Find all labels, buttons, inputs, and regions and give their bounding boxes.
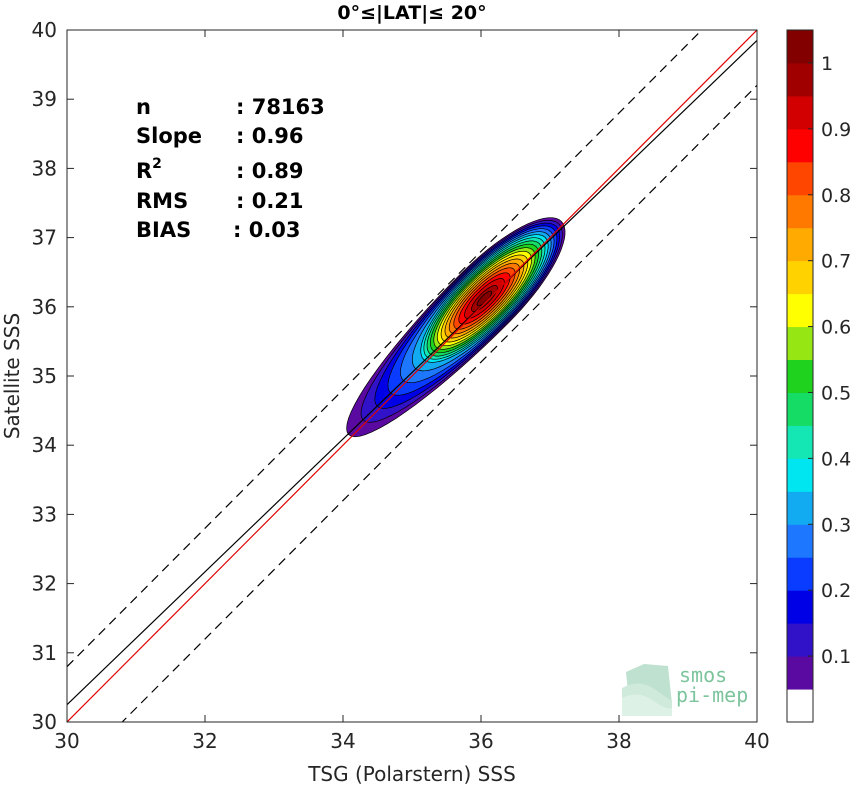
y-tick-label: 30 [32,710,57,734]
y-tick-label: 33 [32,502,57,526]
lower-bound-line [121,84,757,722]
colorbar-segment [787,326,813,361]
stat-n-label: n [136,95,151,119]
stat-r2-base: R [136,159,152,183]
stat-r2-label: R2 [136,156,162,183]
y-tick-label: 36 [32,295,57,319]
fit-line [67,39,757,706]
identity-line [67,30,757,722]
colorbar-tick-label: 0.3 [821,514,851,536]
chart-title: 0°≤|LAT|≤ 20° [337,2,486,24]
density-contours [346,217,566,438]
stat-rms-label: RMS [136,189,188,213]
y-tick-label: 35 [32,364,57,388]
colorbar-tick-label: 0.5 [821,382,851,404]
x-axis-label: TSG (Polarstern) SSS [307,762,516,786]
colorbar-segment [787,194,813,229]
colorbar-tick-label: 0.2 [821,580,851,602]
x-tick-label: 30 [54,729,79,753]
colorbar-segment [787,95,813,130]
colorbar-tick-label: 0.1 [821,646,851,668]
stat-slope-value: : 0.96 [236,124,304,148]
colorbar-ticks: 0.1 0.2 0.3 0.4 0.5 0.6 0.7 0.8 0.9 1 [808,53,851,668]
upper-bound-line [67,30,703,668]
colorbar-segment [787,524,813,558]
colorbar-segment [787,623,813,657]
colorbar-segment [787,590,813,624]
colorbar-segment [787,656,813,690]
x-tick-label: 36 [468,729,493,753]
colorbar-tick-label: 0.9 [821,119,851,141]
x-tick-label: 38 [606,729,631,753]
smos-pimep-logo: smos pi-mep [622,663,748,716]
y-axis-ticks: 30 31 32 33 34 35 36 37 38 39 40 [32,18,757,734]
stat-slope-label: Slope [136,124,202,148]
y-tick-label: 37 [32,226,57,250]
colorbar-segment [787,359,813,393]
colorbar [787,30,813,723]
colorbar-segment [787,689,813,723]
y-tick-label: 31 [32,641,57,665]
y-tick-label: 32 [32,572,57,596]
stat-r2-value: : 0.89 [236,159,304,183]
reference-lines [67,30,757,722]
colorbar-segment [787,293,813,328]
y-axis-label: Satellite SSS [0,313,24,439]
stat-r2-superscript: 2 [152,156,162,172]
colorbar-segment [787,392,813,426]
colorbar-segment [787,458,813,492]
x-tick-label: 34 [330,729,355,753]
colorbar-tick-label: 0.4 [821,448,851,470]
y-tick-label: 40 [32,18,57,42]
logo-text-pimep: pi-mep [676,683,748,707]
x-tick-label: 40 [744,729,769,753]
colorbar-segment [787,30,813,64]
colorbar-tick-label: 0.8 [821,185,851,207]
stat-bias-label: BIAS [136,218,191,242]
colorbar-segment [787,62,813,97]
stat-n-value: : 78163 [236,95,325,119]
colorbar-segment [787,491,813,525]
colorbar-segment [787,128,813,163]
x-axis-ticks: 30 32 34 36 38 40 [54,30,770,753]
colorbar-tick-label: 1 [821,53,833,75]
colorbar-segment [787,161,813,196]
logo-text-smos: smos [679,663,727,687]
y-tick-label: 38 [32,156,57,180]
colorbar-segment [787,260,813,295]
stat-rms-value: : 0.21 [236,189,304,213]
y-tick-label: 39 [32,87,57,111]
colorbar-tick-label: 0.7 [821,251,851,273]
colorbar-tick-label: 0.6 [821,317,851,339]
stats-box: n : 78163 Slope : 0.96 R2 : 0.89 RMS : 0… [136,95,325,242]
y-tick-label: 34 [32,433,57,457]
colorbar-segment [787,557,813,591]
stat-bias-value: : 0.03 [233,218,301,242]
colorbar-frame [786,29,814,723]
waves-logo-icon [622,664,672,716]
colorbar-segment [787,227,813,262]
colorbar-segment [787,425,813,459]
x-tick-label: 32 [192,729,217,753]
